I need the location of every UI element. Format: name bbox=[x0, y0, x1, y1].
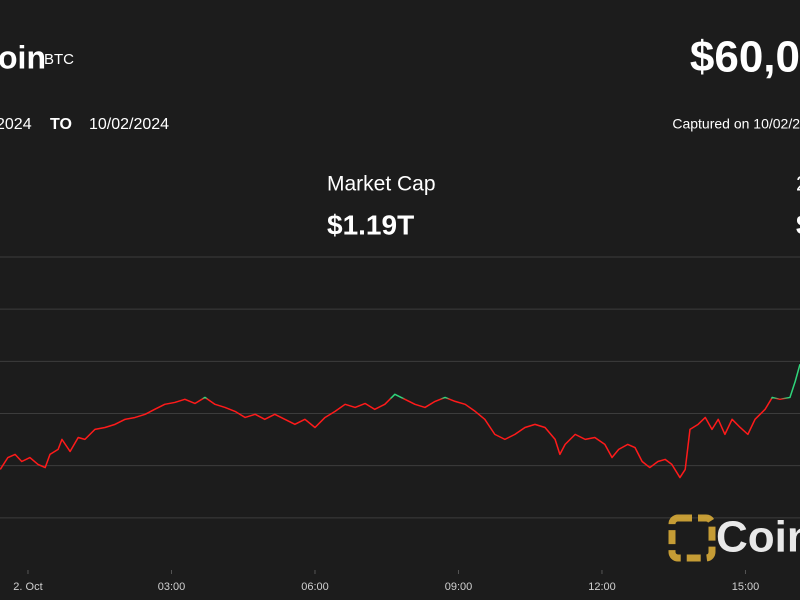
plot-area: 2. Oct 03:00 06:00 09:00 12:00 15:00 bbox=[0, 256, 800, 593]
x-tick-label: 2. Oct bbox=[13, 581, 42, 593]
x-tick-label: 03:00 bbox=[158, 581, 186, 593]
captured-note: Captured on 10/02/2 bbox=[672, 116, 800, 132]
logo-mark bbox=[668, 514, 716, 562]
watermark-logo bbox=[668, 514, 716, 562]
stat-label: Market Cap bbox=[327, 173, 436, 196]
asset-name: oin bbox=[0, 39, 46, 75]
x-tick-label: 15:00 bbox=[732, 581, 760, 593]
x-tick-label: 06:00 bbox=[301, 581, 329, 593]
x-tick-label: 09:00 bbox=[445, 581, 473, 593]
to-date: 10/02/2024 bbox=[89, 116, 169, 133]
to-word: TO bbox=[50, 116, 72, 133]
from-date: 2024 bbox=[0, 116, 32, 133]
watermark: Coin bbox=[716, 513, 800, 562]
stat-value: $ bbox=[796, 209, 800, 240]
asset-price: $60,0 bbox=[690, 33, 800, 82]
asset-symbol: BTC bbox=[44, 51, 74, 68]
price-line bbox=[0, 364, 800, 479]
x-tick-label: 12:00 bbox=[588, 581, 616, 593]
stat-label: 2 bbox=[796, 173, 800, 196]
stat-value: $1.19T bbox=[327, 209, 414, 240]
